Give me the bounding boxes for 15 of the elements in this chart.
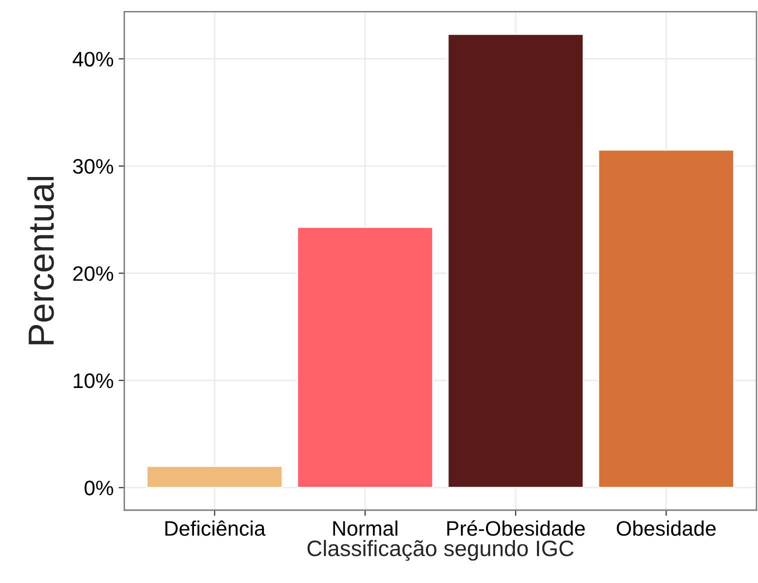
bar: [598, 149, 735, 488]
y-tick-label: 0%: [84, 480, 114, 496]
bar: [146, 465, 284, 488]
bar: [296, 226, 434, 488]
y-tick-label: 40%: [72, 52, 114, 67]
y-tick-label: 20%: [73, 266, 114, 281]
y-tick-label: 30%: [72, 159, 114, 174]
x-tick-label: Normal: [333, 520, 398, 536]
x-tick-label: Pré-Obesidade: [447, 520, 585, 536]
y-tick-label: 10%: [74, 373, 114, 388]
x-tick-label: Obesidade: [616, 520, 716, 536]
bar: [447, 33, 584, 488]
x-tick-label: Deficiência: [165, 520, 266, 536]
x-axis-title: Classificação segundo IGC: [308, 540, 574, 561]
y-axis-title: Percentual: [27, 176, 54, 344]
